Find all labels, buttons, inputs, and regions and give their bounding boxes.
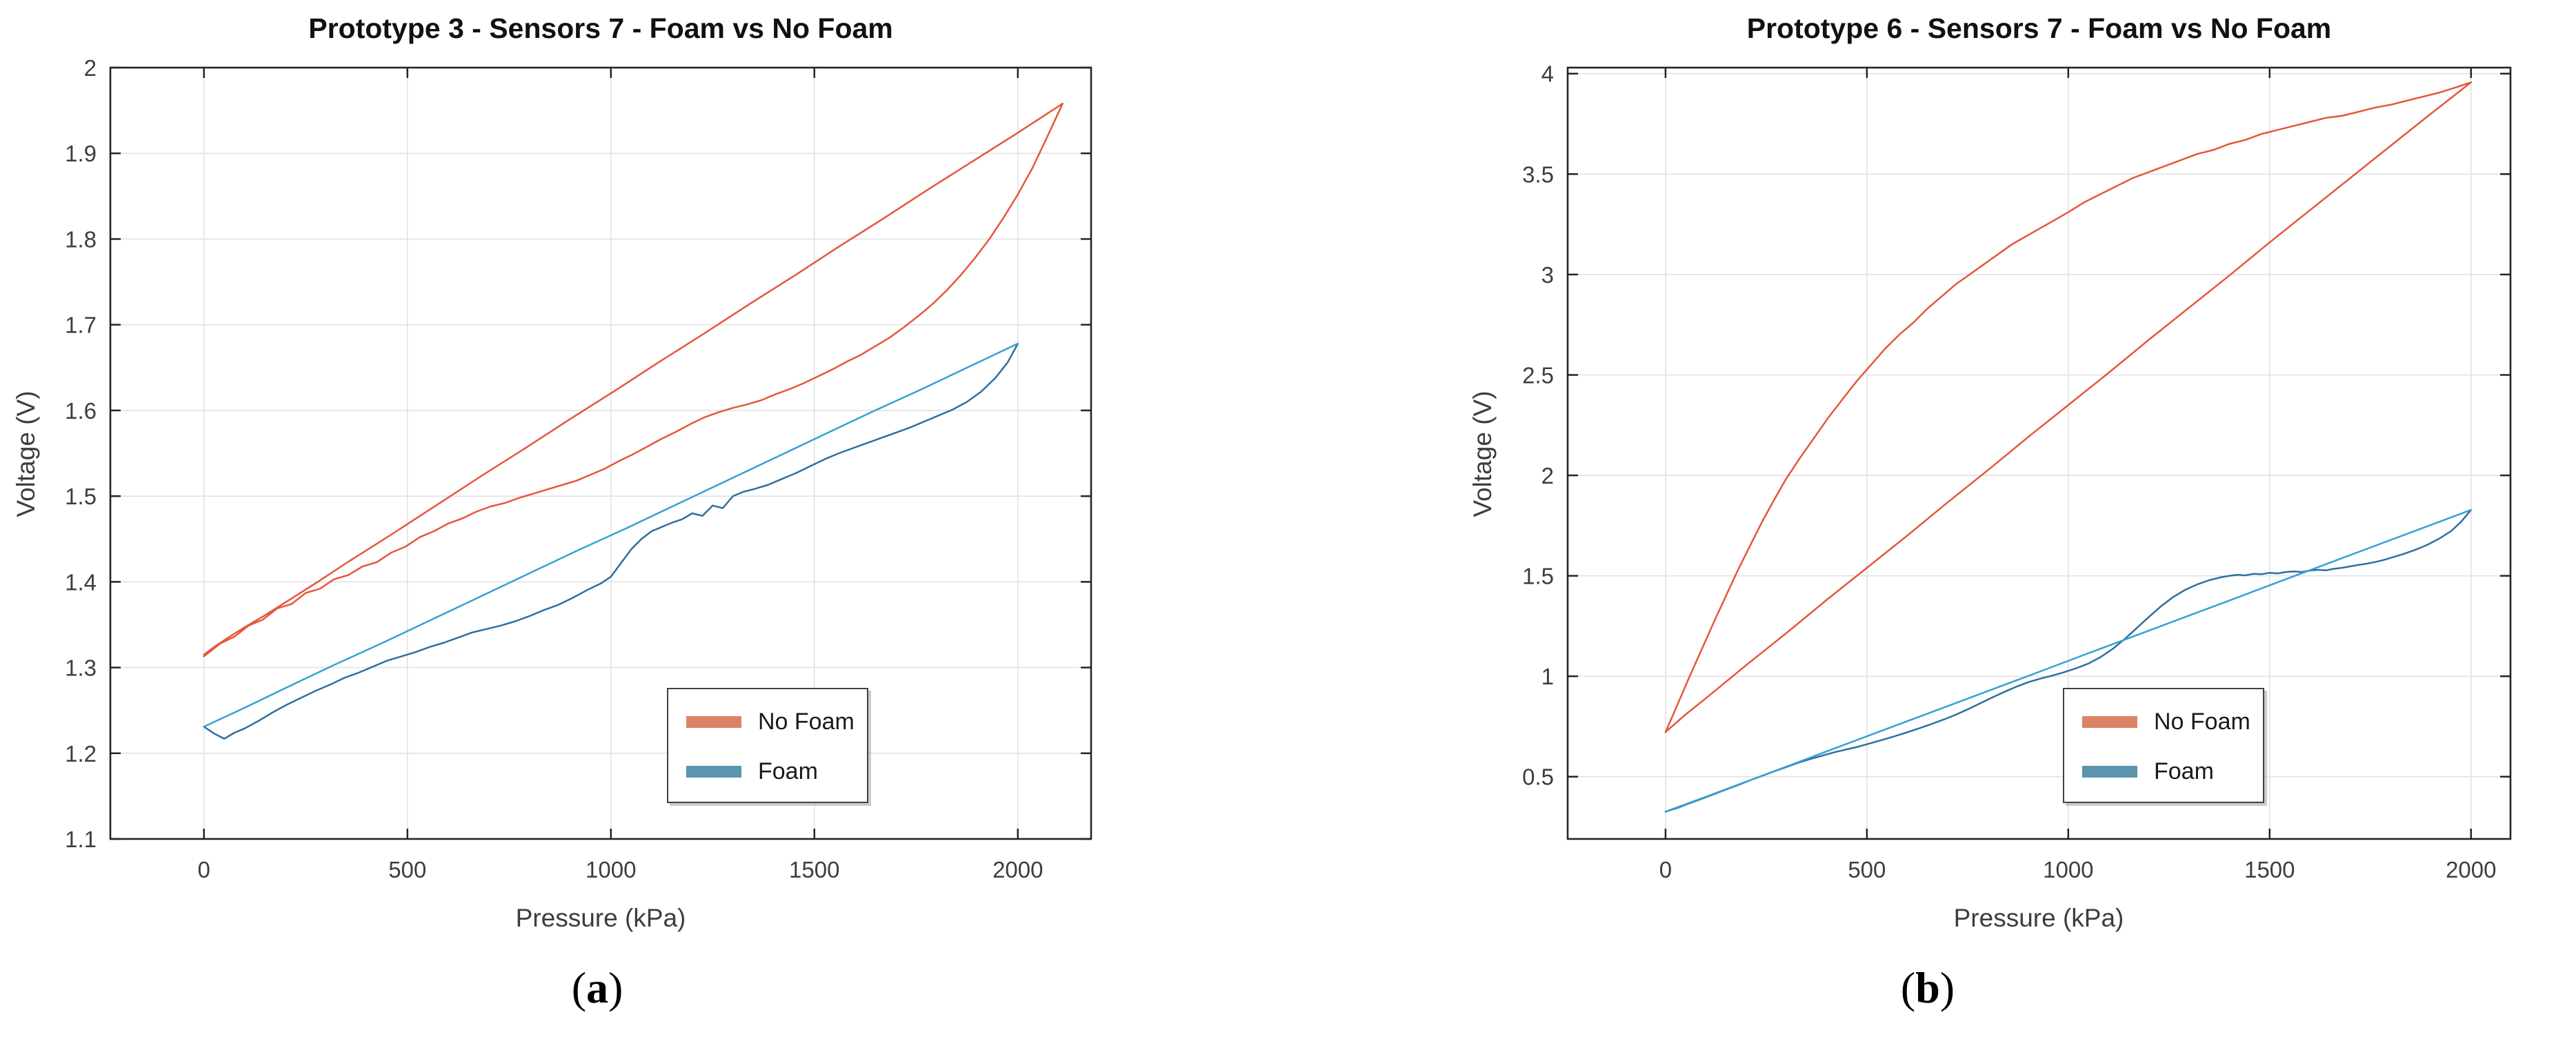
x-tick-label: 0 xyxy=(198,857,210,882)
foam-swatch xyxy=(686,765,741,778)
grid xyxy=(110,67,1091,840)
y-tick-label: 1.3 xyxy=(65,655,97,681)
caption-a: (a) xyxy=(459,962,735,1014)
legend-entry-foam: Foam xyxy=(2082,754,2214,789)
y-tick-label: 0.5 xyxy=(1522,764,1554,790)
ticks: 0 500 1000 1500 2000 0.5 1 1.5 2 2.5 3 3.5 4 xyxy=(1522,61,2510,882)
chart-a-y-axis-label: Voltage (V) xyxy=(12,390,40,517)
y-tick-label: 1.5 xyxy=(1522,564,1554,589)
caption-b: (b) xyxy=(1790,962,2066,1014)
series xyxy=(1664,81,2473,813)
foam-unloading-line xyxy=(203,342,1019,728)
no-foam-loading-line xyxy=(1664,81,2473,733)
x-tick-label: 0 xyxy=(1659,857,1672,882)
y-tick-label: 1.2 xyxy=(65,741,97,767)
chart-a-legend: No Foam Foam xyxy=(667,688,868,803)
x-tick-label: 500 xyxy=(1848,857,1886,882)
legend-entry-no-foam: No Foam xyxy=(2082,704,2250,739)
legend-label-foam: Foam xyxy=(2154,758,2214,784)
foam-swatch xyxy=(2082,765,2137,778)
y-tick-label: 2.5 xyxy=(1522,362,1554,388)
y-tick-label: 1.1 xyxy=(65,827,97,852)
chart-a: 0 500 1000 1500 2000 1.1 1.2 1.3 1.4 1.5 1.6 1.7 1.8… xyxy=(65,55,1092,882)
x-tick-label: 2000 xyxy=(2446,857,2496,882)
caption-b-paren-open: ( xyxy=(1900,963,1916,1012)
legend-label-no-foam: No Foam xyxy=(758,708,855,735)
y-tick-label: 4 xyxy=(1541,61,1554,87)
caption-b-paren-close: ) xyxy=(1939,963,1955,1012)
y-tick-label: 1.8 xyxy=(65,226,97,252)
y-tick-label: 2 xyxy=(1541,463,1554,488)
y-tick-label: 1.6 xyxy=(65,398,97,424)
legend-entry-no-foam: No Foam xyxy=(686,704,855,739)
x-tick-label: 1000 xyxy=(586,857,636,882)
y-tick-label: 1 xyxy=(1541,664,1554,689)
axes-box xyxy=(109,66,1092,840)
x-tick-label: 500 xyxy=(388,857,426,882)
chart-b-x-axis-label: Pressure (kPa) xyxy=(1953,904,2124,932)
chart-a-title: Prototype 3 - Sensors 7 - Foam vs No Foa… xyxy=(308,12,893,44)
chart-b-title: Prototype 6 - Sensors 7 - Foam vs No Foa… xyxy=(1746,12,2332,44)
y-tick-label: 1.4 xyxy=(65,569,97,595)
caption-a-letter: a xyxy=(586,963,608,1012)
no-foam-unloading-line xyxy=(203,102,1064,656)
series xyxy=(203,102,1064,740)
y-tick-label: 3 xyxy=(1541,262,1554,288)
x-tick-label: 1000 xyxy=(2043,857,2093,882)
caption-a-paren-open: ( xyxy=(571,963,586,1012)
grid xyxy=(1568,68,2510,839)
chart-b-legend: No Foam Foam xyxy=(2063,688,2264,803)
chart-a-x-axis-label: Pressure (kPa) xyxy=(515,904,686,932)
x-tick-label: 1500 xyxy=(2244,857,2295,882)
caption-a-paren-close: ) xyxy=(608,963,623,1012)
x-tick-label: 1500 xyxy=(789,857,839,882)
no-foam-loading-line xyxy=(203,102,1064,658)
chart-b: 0 500 1000 1500 2000 0.5 1 1.5 2 2.5 3 3.5 4 xyxy=(1522,61,2512,882)
chart-b-y-axis-label: Voltage (V) xyxy=(1468,390,1497,517)
axes-box xyxy=(1566,66,2512,840)
y-tick-label: 2 xyxy=(84,55,97,81)
foam-unloading-line xyxy=(1664,508,2473,813)
no-foam-unloading-line xyxy=(1664,81,2473,733)
y-tick-label: 3.5 xyxy=(1522,161,1554,187)
y-tick-label: 1.5 xyxy=(65,484,97,509)
legend-label-foam: Foam xyxy=(758,758,818,784)
ticks: 0 500 1000 1500 2000 1.1 1.2 1.3 1.4 1.5 1.6 1.7 1.8… xyxy=(65,55,1091,882)
legend-entry-foam: Foam xyxy=(686,754,818,789)
no-foam-swatch xyxy=(2082,715,2137,728)
caption-b-letter: b xyxy=(1915,963,1940,1012)
foam-loading-line xyxy=(1664,508,2473,813)
no-foam-swatch xyxy=(686,715,741,728)
x-tick-label: 2000 xyxy=(992,857,1043,882)
foam-loading-line xyxy=(203,342,1019,740)
legend-label-no-foam: No Foam xyxy=(2154,708,2250,735)
y-tick-label: 1.9 xyxy=(65,141,97,166)
y-tick-label: 1.7 xyxy=(65,313,97,338)
